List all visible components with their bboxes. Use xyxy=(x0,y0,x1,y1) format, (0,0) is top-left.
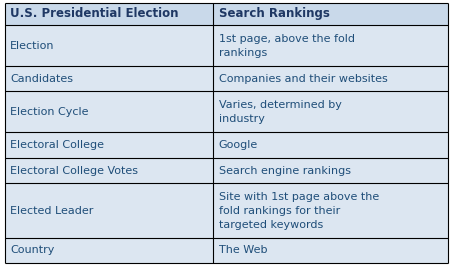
Bar xyxy=(5,25,213,66)
Text: Google: Google xyxy=(219,140,258,150)
Bar xyxy=(213,92,448,132)
Bar xyxy=(5,132,213,158)
Bar xyxy=(213,132,448,158)
Text: 1st page, above the fold
rankings: 1st page, above the fold rankings xyxy=(219,34,355,57)
Text: Country: Country xyxy=(10,246,54,255)
Bar xyxy=(213,25,448,66)
Bar xyxy=(5,238,213,263)
Text: Candidates: Candidates xyxy=(10,74,73,84)
Bar xyxy=(5,184,213,238)
Text: U.S. Presidential Election: U.S. Presidential Election xyxy=(10,7,178,20)
Bar xyxy=(5,66,213,92)
Text: Elected Leader: Elected Leader xyxy=(10,206,93,215)
Bar xyxy=(5,3,213,25)
Text: Search engine rankings: Search engine rankings xyxy=(219,165,351,176)
Bar xyxy=(213,184,448,238)
Text: Electoral College Votes: Electoral College Votes xyxy=(10,165,138,176)
Text: Companies and their websites: Companies and their websites xyxy=(219,74,387,84)
Bar xyxy=(213,158,448,184)
Bar xyxy=(213,66,448,92)
Text: Site with 1st page above the
fold rankings for their
targeted keywords: Site with 1st page above the fold rankin… xyxy=(219,192,379,230)
Text: Electoral College: Electoral College xyxy=(10,140,104,150)
Text: Varies, determined by
industry: Varies, determined by industry xyxy=(219,100,342,124)
Text: Search Rankings: Search Rankings xyxy=(219,7,329,20)
Bar xyxy=(5,92,213,132)
Bar xyxy=(5,158,213,184)
Text: Election: Election xyxy=(10,40,54,51)
Bar xyxy=(213,3,448,25)
Bar xyxy=(213,238,448,263)
Text: Election Cycle: Election Cycle xyxy=(10,107,88,117)
Text: The Web: The Web xyxy=(219,246,267,255)
